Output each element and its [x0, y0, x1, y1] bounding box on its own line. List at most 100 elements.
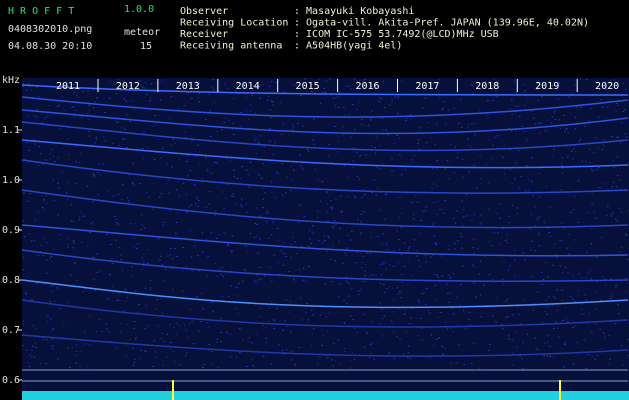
- noise-dot: [405, 119, 407, 121]
- noise-dot: [334, 106, 337, 108]
- noise-dot: [480, 183, 483, 185]
- noise-dot: [58, 104, 60, 106]
- noise-dot: [360, 221, 362, 223]
- noise-dot: [79, 152, 82, 154]
- noise-dot: [344, 252, 346, 254]
- noise-dot: [515, 163, 518, 165]
- noise-dot: [326, 203, 328, 205]
- noise-dot: [542, 279, 545, 281]
- noise-dot: [57, 188, 59, 190]
- noise-dot: [200, 292, 203, 294]
- noise-dot: [40, 153, 42, 155]
- noise-dot: [424, 97, 427, 99]
- noise-dot: [472, 343, 475, 345]
- noise-dot: [171, 166, 174, 168]
- noise-dot: [571, 275, 574, 277]
- noise-dot: [81, 116, 84, 118]
- noise-dot: [612, 181, 615, 183]
- noise-dot: [586, 251, 588, 253]
- noise-dot: [134, 338, 137, 340]
- noise-dot: [269, 128, 271, 130]
- noise-dot: [70, 220, 73, 222]
- noise-dot: [620, 345, 623, 347]
- noise-dot: [102, 163, 104, 165]
- noise-dot: [525, 190, 527, 192]
- noise-dot: [452, 330, 454, 332]
- noise-dot: [152, 365, 154, 367]
- noise-dot: [351, 351, 354, 353]
- noise-dot: [577, 290, 580, 292]
- noise-dot: [513, 80, 516, 82]
- noise-dot: [621, 121, 623, 123]
- noise-dot: [408, 247, 410, 249]
- noise-dot: [161, 312, 163, 314]
- noise-dot: [46, 115, 49, 117]
- noise-dot: [538, 245, 541, 247]
- noise-dot: [599, 99, 602, 101]
- noise-dot: [603, 138, 605, 140]
- noise-dot: [191, 320, 193, 322]
- noise-dot: [583, 339, 586, 341]
- noise-dot: [144, 81, 147, 83]
- noise-dot: [51, 338, 54, 340]
- noise-dot: [87, 113, 89, 115]
- noise-dot: [479, 294, 482, 296]
- noise-dot: [419, 318, 422, 320]
- counter-label: meteor: [124, 27, 160, 38]
- noise-dot: [235, 90, 237, 92]
- noise-dot: [285, 349, 288, 351]
- noise-dot: [357, 219, 359, 221]
- noise-dot: [351, 230, 353, 232]
- noise-dot: [436, 201, 439, 203]
- noise-dot: [531, 276, 534, 278]
- noise-dot: [350, 367, 353, 369]
- noise-dot: [389, 285, 391, 287]
- noise-dot: [398, 217, 400, 219]
- noise-dot: [519, 355, 521, 357]
- noise-dot: [125, 355, 128, 357]
- noise-dot: [216, 130, 218, 132]
- noise-dot: [281, 133, 283, 135]
- noise-dot: [447, 249, 450, 251]
- noise-dot: [479, 109, 481, 111]
- noise-dot: [147, 147, 149, 149]
- noise-dot: [370, 352, 373, 354]
- noise-dot: [342, 262, 344, 264]
- noise-dot: [271, 280, 273, 282]
- noise-dot: [109, 274, 111, 276]
- noise-dot: [467, 127, 469, 129]
- noise-dot: [508, 127, 510, 129]
- noise-dot: [446, 160, 449, 162]
- noise-dot: [68, 153, 71, 155]
- noise-dot: [386, 248, 389, 250]
- noise-dot: [117, 292, 120, 294]
- noise-dot: [263, 146, 265, 148]
- noise-dot: [492, 78, 495, 80]
- noise-dot: [299, 204, 301, 206]
- noise-dot: [447, 178, 450, 180]
- noise-dot: [524, 259, 526, 261]
- noise-dot: [140, 84, 142, 86]
- noise-dot: [231, 235, 234, 237]
- noise-dot: [153, 159, 156, 161]
- noise-dot: [509, 108, 512, 110]
- noise-dot: [625, 136, 628, 138]
- noise-dot: [34, 143, 36, 145]
- noise-dot: [495, 96, 498, 98]
- noise-dot: [550, 122, 552, 124]
- noise-dot: [270, 100, 272, 102]
- noise-dot: [332, 245, 335, 247]
- noise-dot: [546, 335, 549, 337]
- noise-dot: [202, 366, 204, 368]
- noise-dot: [42, 337, 45, 339]
- noise-dot: [109, 80, 111, 82]
- noise-dot: [565, 145, 568, 147]
- noise-dot: [97, 172, 99, 174]
- noise-dot: [80, 350, 83, 352]
- noise-dot: [610, 135, 613, 137]
- noise-dot: [52, 345, 54, 347]
- noise-dot: [245, 169, 248, 171]
- noise-dot: [597, 187, 600, 189]
- noise-dot: [99, 174, 102, 176]
- noise-dot: [522, 252, 524, 254]
